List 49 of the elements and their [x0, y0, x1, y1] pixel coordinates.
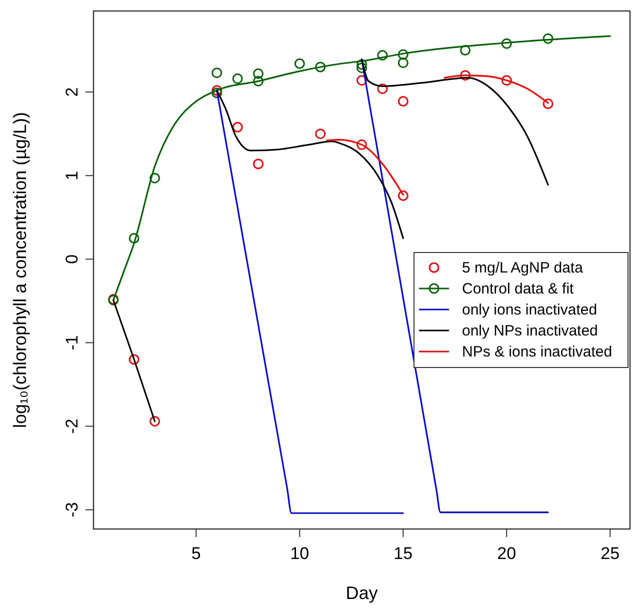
point [212, 88, 222, 98]
legend-label: NPs & ions inactivated [462, 344, 612, 360]
point [356, 62, 367, 74]
point [398, 96, 408, 106]
legend-label: Control data & fit [462, 280, 575, 298]
point [377, 50, 388, 61]
legend-label: only NPs inactivated [462, 322, 598, 340]
y-tick-label: 0 [62, 254, 82, 264]
point [356, 75, 367, 86]
y-axis-title: log₁₀(chlorophyll a concentration (µg/L)) [10, 112, 30, 428]
point [460, 45, 470, 56]
legend-label: 5 mg/L AgNP data [462, 260, 584, 276]
point [356, 59, 367, 70]
point [315, 62, 326, 72]
point [377, 83, 388, 94]
point [128, 233, 140, 244]
y-tick-label: -2 [62, 418, 82, 434]
point [150, 416, 160, 426]
point [232, 73, 243, 84]
point [542, 33, 554, 44]
point [253, 76, 264, 86]
x-tick-label: 10 [290, 544, 310, 563]
point [398, 49, 408, 60]
x-tick-label: 5 [191, 544, 201, 563]
x-tick-label: 15 [394, 544, 413, 563]
point [398, 190, 408, 201]
point [232, 122, 243, 132]
legend-label: only ions inactivated [462, 302, 598, 318]
point [460, 70, 470, 81]
point [150, 172, 160, 184]
point [501, 75, 512, 86]
point [253, 68, 264, 79]
x-tick-label: 20 [497, 544, 516, 563]
point [501, 38, 512, 49]
point [128, 354, 140, 365]
y-tick-label: 2 [62, 87, 82, 97]
point [398, 58, 408, 68]
point [294, 58, 305, 69]
y-tick-label: -1 [62, 335, 82, 350]
point [356, 139, 367, 150]
point [315, 128, 326, 140]
point [542, 98, 554, 109]
y-tick-label: 1 [62, 170, 82, 180]
y-tick-label: -3 [62, 502, 82, 518]
x-axis-title: Day [346, 583, 378, 603]
point [212, 85, 222, 96]
point [212, 68, 222, 78]
point [253, 158, 264, 170]
x-tick-label: 25 [600, 544, 620, 563]
